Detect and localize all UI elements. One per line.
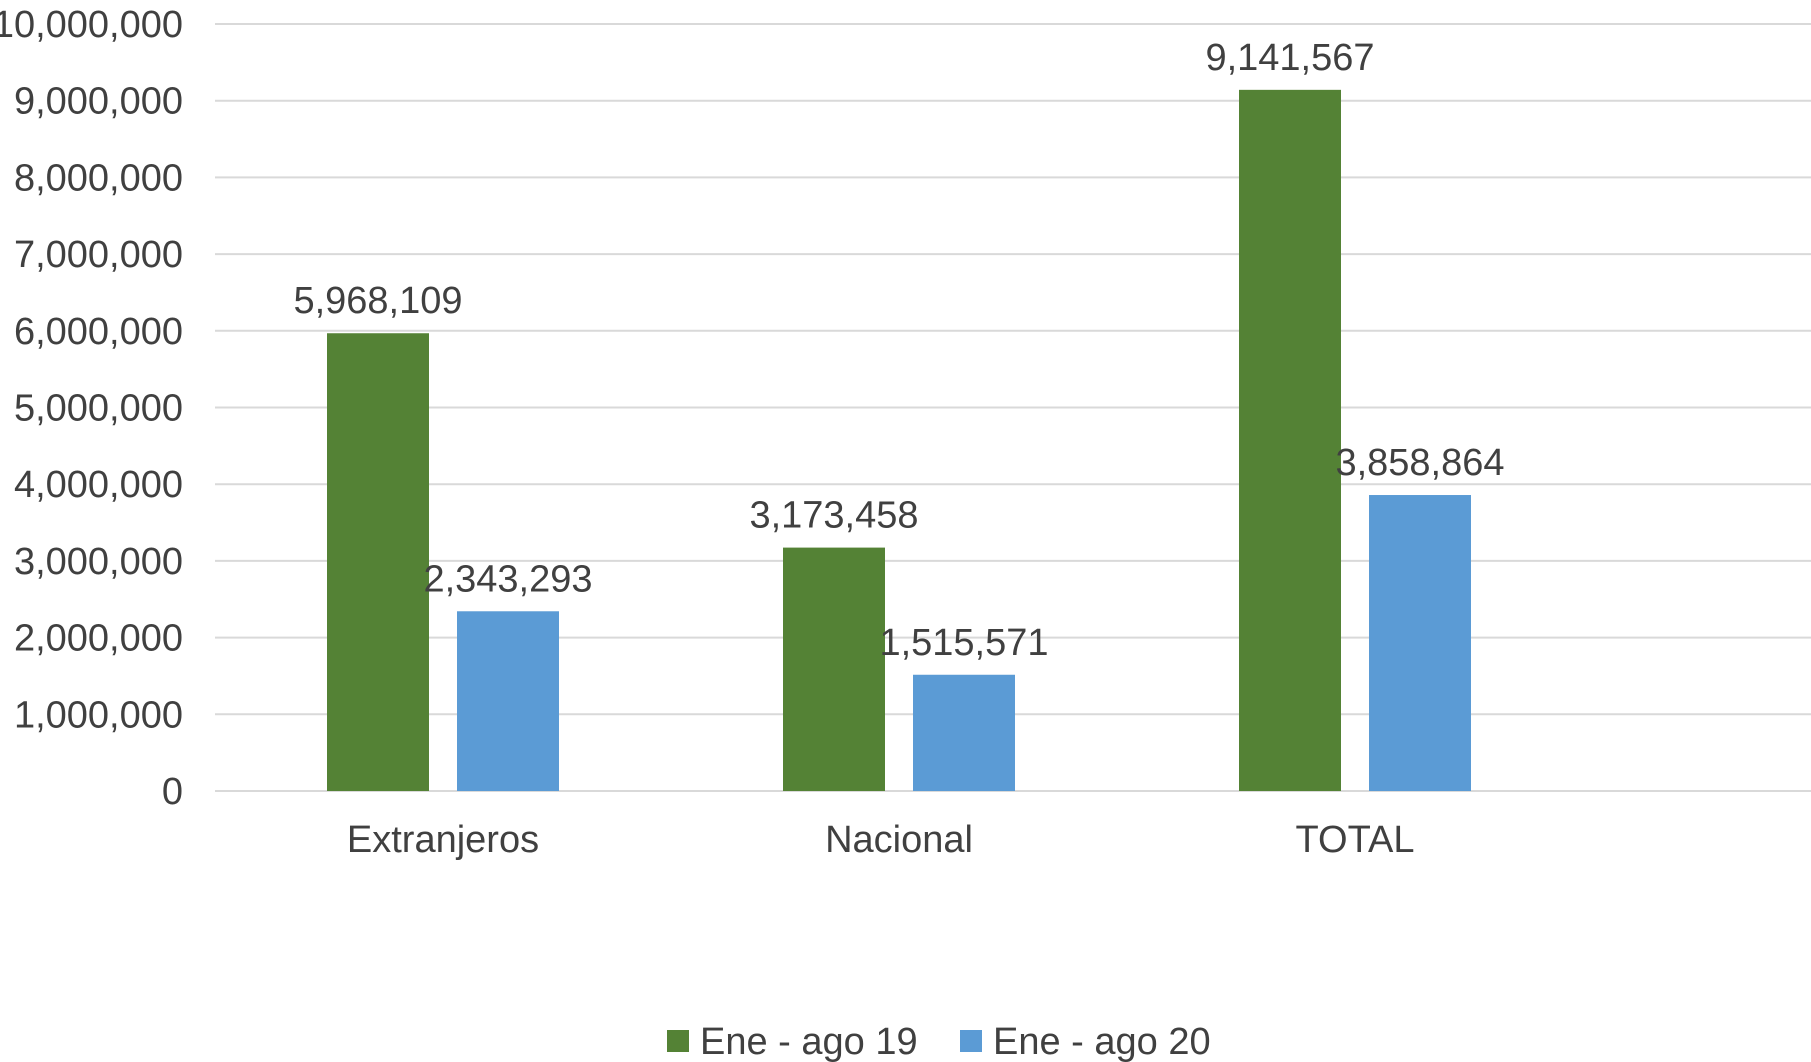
bars xyxy=(327,89,1471,792)
data-label: 2,343,293 xyxy=(423,558,592,600)
y-tick-label: 2,000,000 xyxy=(14,618,183,660)
y-tick-label: 4,000,000 xyxy=(14,464,183,506)
bar-extranjeros-series-1 xyxy=(327,333,429,791)
y-tick-label: 0 xyxy=(162,771,183,813)
legend-swatch xyxy=(667,1030,689,1052)
x-category-label: Extranjeros xyxy=(347,819,539,861)
bar-total-series-1 xyxy=(1239,89,1341,792)
legend-label: Ene - ago 19 xyxy=(700,1021,918,1062)
bar-nacional-series-1 xyxy=(783,547,885,791)
y-axis-tick-labels: 0 1,000,000 2,000,000 3,000,000 4,000,000 5,0… xyxy=(0,4,183,813)
x-category-label: TOTAL xyxy=(1296,819,1415,861)
legend-swatch xyxy=(960,1030,982,1052)
data-label: 3,173,458 xyxy=(749,495,918,537)
y-tick-label: 1,000,000 xyxy=(14,694,183,736)
y-tick-label: 6,000,000 xyxy=(14,311,183,353)
legend: Ene - ago 19 Ene - ago 20 xyxy=(667,1021,1211,1062)
y-tick-label: 8,000,000 xyxy=(14,157,183,199)
data-label: 9,141,567 xyxy=(1205,37,1374,79)
legend-label: Ene - ago 20 xyxy=(993,1021,1211,1062)
y-tick-label: 10,000,000 xyxy=(0,4,183,46)
data-labels: 5,968,109 2,343,293 3,173,458 1,515,571 9,14… xyxy=(293,37,1504,664)
x-axis-category-labels: Extranjeros Nacional TOTAL xyxy=(347,819,1415,861)
y-tick-label: 3,000,000 xyxy=(14,541,183,583)
y-tick-label: 7,000,000 xyxy=(14,234,183,276)
data-label: 5,968,109 xyxy=(293,280,462,322)
y-tick-label: 9,000,000 xyxy=(14,81,183,123)
bar-nacional-series-2 xyxy=(913,674,1015,791)
data-label: 1,515,571 xyxy=(879,622,1048,664)
bar-total-series-2 xyxy=(1369,495,1471,791)
data-label: 3,858,864 xyxy=(1335,442,1504,484)
y-tick-label: 5,000,000 xyxy=(14,388,183,430)
x-category-label: Nacional xyxy=(825,819,973,861)
bar-extranjeros-series-2 xyxy=(457,611,559,791)
